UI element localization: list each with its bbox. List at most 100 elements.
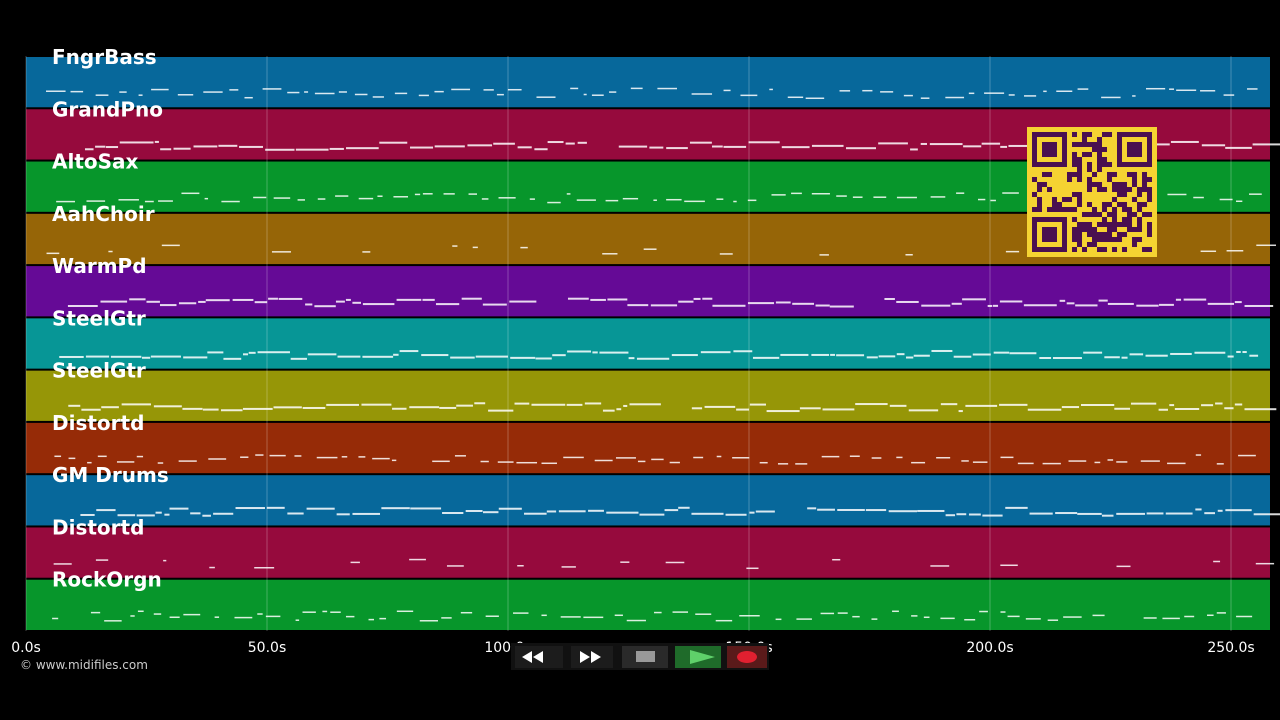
note bbox=[314, 305, 336, 308]
note bbox=[337, 355, 361, 358]
qr-code bbox=[1027, 127, 1157, 257]
note bbox=[182, 407, 203, 410]
note bbox=[422, 298, 435, 301]
note bbox=[362, 251, 371, 253]
note bbox=[558, 510, 586, 513]
note bbox=[345, 298, 351, 301]
note bbox=[684, 200, 705, 203]
note bbox=[1225, 509, 1252, 512]
note bbox=[832, 558, 841, 561]
qr-cell bbox=[1072, 132, 1077, 137]
note bbox=[704, 405, 736, 408]
note bbox=[396, 610, 414, 613]
note bbox=[1255, 562, 1275, 565]
qr-cell bbox=[1037, 202, 1042, 207]
qr-cell bbox=[1107, 237, 1112, 242]
qr-cell bbox=[1077, 167, 1082, 172]
note bbox=[712, 145, 723, 148]
track-name: RockOrgn bbox=[52, 568, 162, 592]
note bbox=[892, 610, 899, 613]
note bbox=[921, 304, 951, 307]
qr-cell bbox=[1082, 142, 1087, 147]
qr-cell bbox=[1092, 232, 1097, 237]
note bbox=[1225, 146, 1252, 149]
note bbox=[749, 511, 755, 514]
qr-cell bbox=[1137, 187, 1142, 192]
note bbox=[214, 616, 220, 618]
qr-cell bbox=[1097, 152, 1102, 157]
record-button[interactable] bbox=[727, 646, 767, 668]
note bbox=[626, 619, 646, 622]
qr-cell bbox=[1077, 157, 1082, 162]
note bbox=[326, 403, 359, 406]
note bbox=[1025, 618, 1041, 620]
note bbox=[1130, 402, 1157, 405]
note bbox=[203, 91, 223, 93]
notes bbox=[52, 610, 1253, 622]
rewind-button[interactable] bbox=[515, 646, 563, 668]
note bbox=[936, 456, 951, 459]
note bbox=[592, 351, 598, 354]
qr-cell bbox=[1077, 237, 1082, 242]
note bbox=[702, 297, 713, 300]
note bbox=[836, 354, 865, 357]
note bbox=[945, 96, 965, 99]
note bbox=[606, 511, 639, 514]
note bbox=[795, 463, 808, 465]
note bbox=[1008, 94, 1015, 96]
note bbox=[198, 300, 206, 303]
note bbox=[517, 565, 524, 567]
note bbox=[627, 304, 649, 307]
play-button[interactable] bbox=[675, 646, 721, 668]
note bbox=[560, 616, 581, 618]
note bbox=[878, 355, 896, 358]
note bbox=[1140, 460, 1160, 462]
qr-cell bbox=[1122, 232, 1127, 237]
track-name: AltoSax bbox=[52, 150, 139, 174]
note bbox=[1024, 95, 1037, 97]
note bbox=[117, 514, 136, 517]
notes bbox=[68, 402, 1277, 413]
note bbox=[95, 559, 109, 561]
note bbox=[330, 611, 341, 613]
qr-finder bbox=[1042, 142, 1057, 157]
track: SteelGtr bbox=[26, 306, 1270, 369]
qr-cell bbox=[1102, 222, 1107, 227]
note bbox=[807, 507, 817, 510]
qr-cell bbox=[1132, 197, 1137, 202]
qr-cell bbox=[1072, 162, 1077, 167]
note bbox=[588, 509, 604, 512]
track-band bbox=[26, 422, 1270, 474]
note bbox=[1061, 406, 1080, 409]
qr-cell bbox=[1102, 232, 1107, 237]
note bbox=[599, 351, 629, 354]
note bbox=[591, 94, 604, 96]
note bbox=[160, 148, 172, 151]
note bbox=[905, 254, 913, 256]
note bbox=[421, 354, 449, 357]
forward-button[interactable] bbox=[571, 646, 613, 668]
note bbox=[930, 196, 946, 198]
note bbox=[1107, 459, 1114, 461]
copyright: © www.midifiles.com bbox=[20, 658, 148, 672]
qr-cell bbox=[1072, 237, 1077, 242]
note bbox=[409, 558, 426, 561]
note bbox=[643, 248, 657, 250]
note bbox=[962, 298, 986, 301]
note bbox=[945, 514, 956, 517]
qr-cell bbox=[1092, 142, 1097, 147]
stop-button[interactable] bbox=[622, 646, 668, 668]
notes bbox=[54, 454, 1256, 465]
tick-label: 250.0s bbox=[1207, 640, 1254, 656]
qr-cell bbox=[1137, 237, 1142, 242]
note bbox=[119, 91, 127, 93]
note bbox=[352, 512, 381, 515]
note bbox=[432, 460, 450, 463]
note bbox=[181, 192, 200, 195]
qr-cell bbox=[1102, 132, 1107, 137]
qr-cell bbox=[1082, 212, 1087, 217]
note bbox=[979, 610, 988, 613]
note bbox=[628, 357, 635, 360]
note bbox=[740, 94, 758, 97]
note bbox=[787, 96, 804, 99]
